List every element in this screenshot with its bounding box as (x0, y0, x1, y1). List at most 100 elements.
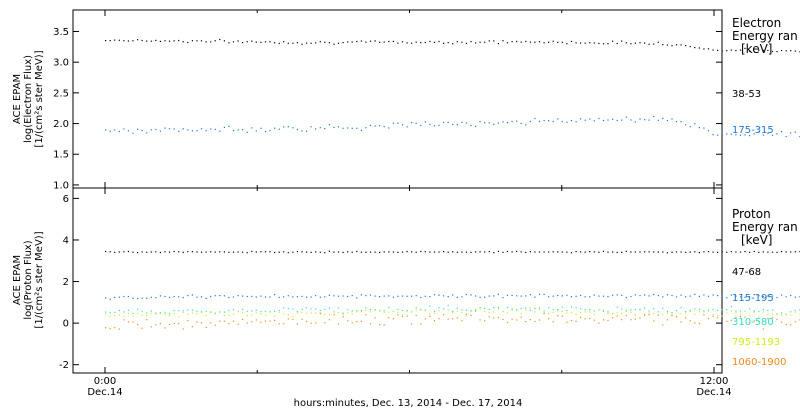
data-point (374, 125, 376, 127)
data-point (438, 124, 440, 126)
data-point (726, 320, 728, 322)
data-point (411, 122, 413, 124)
data-point (333, 43, 335, 45)
data-point (296, 296, 298, 298)
data-point (287, 314, 289, 316)
data-point (132, 315, 134, 317)
data-point (406, 311, 408, 313)
data-point (200, 312, 203, 314)
electron-ylabel-line1: ACE EPAM (12, 74, 23, 124)
data-point (520, 41, 522, 43)
data-point (625, 250, 627, 252)
data-point (680, 121, 682, 123)
data-point (164, 251, 166, 253)
data-point (438, 40, 440, 43)
data-point (433, 125, 436, 127)
data-point (411, 42, 413, 44)
data-point (132, 132, 134, 134)
data-point (771, 134, 774, 136)
data-point (689, 126, 691, 128)
data-point (164, 327, 166, 329)
data-point (123, 128, 125, 130)
data-point (196, 130, 198, 132)
data-point (324, 322, 326, 324)
data-point (127, 130, 129, 132)
data-point (749, 50, 751, 52)
data-point (488, 251, 490, 253)
data-point (516, 295, 518, 297)
data-point (374, 295, 376, 297)
data-point (296, 128, 298, 131)
y-tick-label: 0 (63, 319, 69, 330)
data-point (365, 295, 367, 297)
data-point (644, 251, 646, 253)
data-point (251, 321, 253, 323)
data-point (781, 312, 783, 314)
data-point (717, 314, 719, 316)
data-point (246, 295, 248, 298)
data-point (155, 39, 157, 41)
data-point (575, 313, 577, 315)
data-point (433, 41, 436, 43)
data-point (639, 309, 641, 311)
data-point (310, 322, 312, 324)
data-point (470, 314, 472, 316)
data-point (264, 296, 267, 298)
data-point (379, 310, 381, 312)
data-point (758, 310, 760, 313)
data-point (767, 251, 769, 253)
data-point (506, 122, 509, 124)
data-point (657, 314, 659, 316)
data-point (191, 294, 193, 296)
data-point (223, 251, 225, 253)
data-point (278, 311, 280, 313)
electron-legend-title: Electron Energy ran [keV] (732, 16, 798, 56)
data-point (488, 316, 490, 318)
data-point (671, 45, 673, 47)
y-tick-label: 2.0 (53, 119, 69, 130)
data-point (543, 42, 545, 44)
data-point (602, 250, 605, 252)
data-point (123, 311, 125, 313)
data-point (232, 296, 235, 298)
data-point (123, 40, 125, 42)
data-point (182, 251, 184, 253)
data-point (580, 294, 582, 296)
data-point (191, 130, 193, 132)
data-point (557, 309, 559, 311)
data-point (301, 295, 303, 297)
data-point (337, 295, 340, 297)
data-point (616, 119, 618, 122)
data-point (141, 327, 143, 329)
data-point (141, 251, 143, 253)
data-point (292, 308, 294, 310)
data-point (255, 41, 257, 43)
data-point (187, 251, 189, 253)
data-point (296, 312, 298, 314)
data-point (347, 41, 349, 43)
data-point (516, 120, 518, 122)
data-point (749, 296, 751, 298)
data-point (758, 321, 760, 323)
data-point (260, 313, 262, 315)
data-point (210, 251, 212, 253)
data-point (666, 319, 668, 321)
data-point (205, 130, 207, 132)
data-point (644, 307, 646, 309)
data-point (429, 296, 431, 298)
data-point (264, 320, 267, 322)
data-point (274, 127, 276, 129)
data-point (365, 314, 367, 316)
data-point (557, 310, 559, 312)
data-point (159, 323, 161, 325)
data-point (456, 41, 458, 43)
legend-entry: 38-53 (732, 89, 761, 100)
data-point (781, 131, 783, 133)
proton-ylabel-line3: [1/(cm²s ster MeV)] (34, 231, 45, 328)
data-point (424, 310, 426, 312)
data-point (785, 296, 787, 298)
legend-entry: 795-1193 (732, 337, 780, 348)
data-point (324, 308, 326, 310)
data-point (566, 321, 568, 323)
data-point (123, 251, 125, 253)
